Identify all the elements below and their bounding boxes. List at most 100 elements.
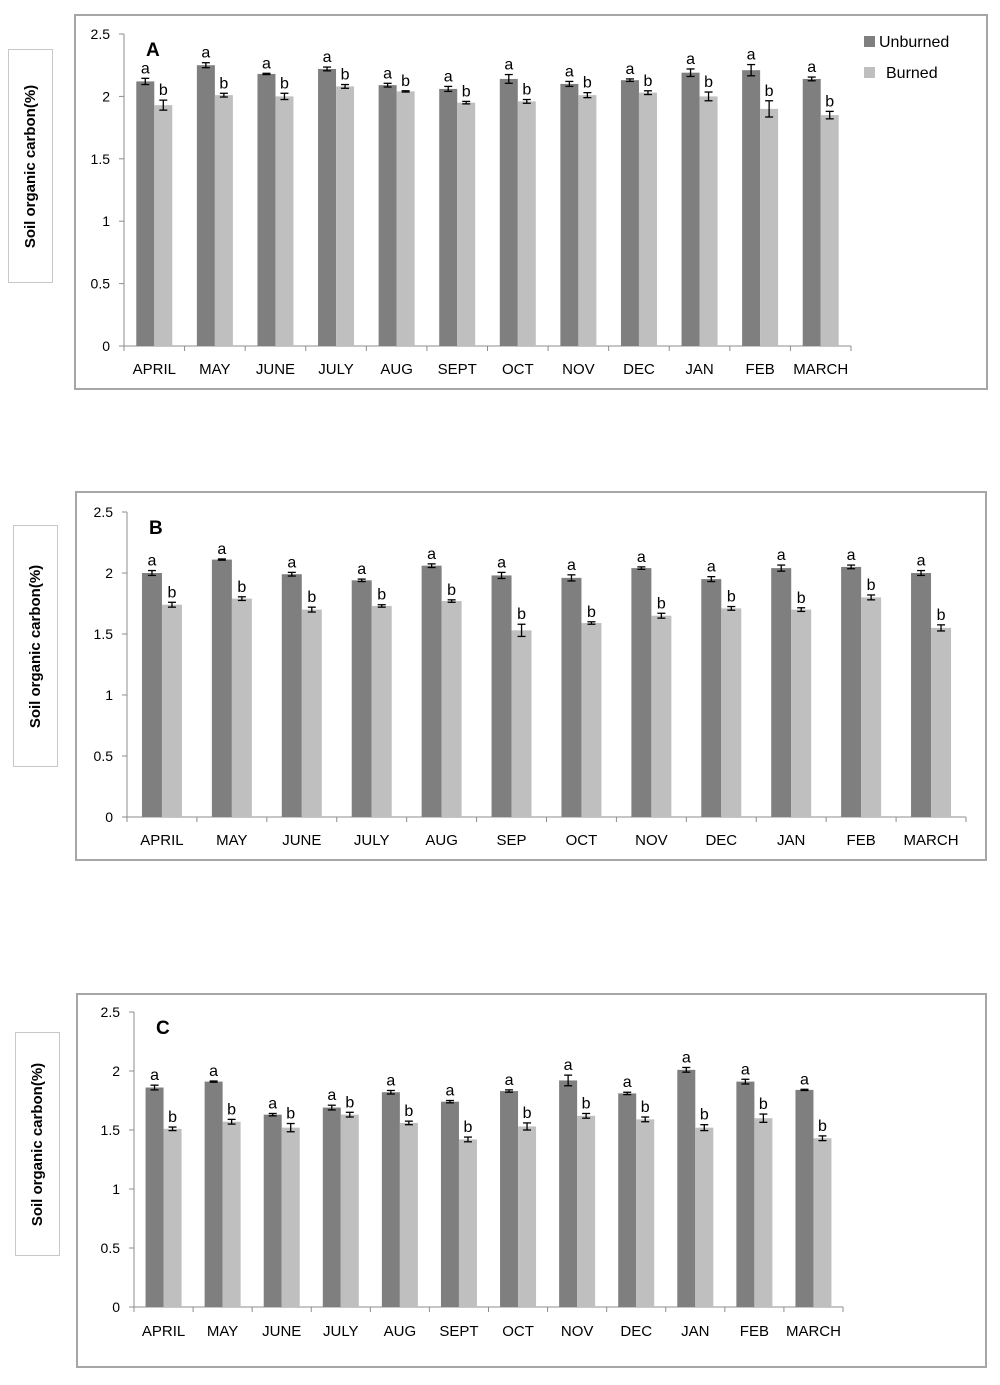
x-tick-label: MARCH xyxy=(786,1323,841,1340)
significance-letter: b xyxy=(219,75,228,92)
significance-letter: b xyxy=(700,1107,709,1124)
x-tick-label: SEP xyxy=(497,832,527,849)
significance-letter: a xyxy=(383,65,392,82)
bar-burned-oct xyxy=(517,101,536,346)
error-bar xyxy=(565,80,574,88)
bar-unburned-dec xyxy=(620,80,639,347)
x-tick-label: DEC xyxy=(705,832,737,849)
error-bar xyxy=(625,78,634,83)
x-tick-label: DEC xyxy=(620,1323,652,1340)
significance-letter: b xyxy=(447,582,456,599)
significance-letter: a xyxy=(917,553,926,570)
bar-unburned-sep xyxy=(491,575,512,817)
x-tick-label: AUG xyxy=(425,832,458,849)
error-bar xyxy=(327,1104,336,1111)
y-tick-label: 0 xyxy=(112,1299,120,1315)
error-bar xyxy=(700,1124,709,1132)
error-bar xyxy=(637,566,646,570)
x-tick-label: DEC xyxy=(623,361,655,378)
significance-letter: a xyxy=(268,1095,277,1112)
significance-letter: b xyxy=(307,589,316,606)
x-tick-label: JULY xyxy=(323,1323,359,1340)
significance-letter: b xyxy=(818,1118,827,1135)
significance-letter: b xyxy=(462,83,471,100)
significance-letter: b xyxy=(657,595,666,612)
significance-letter: a xyxy=(565,63,574,80)
bar-unburned-april xyxy=(136,81,155,346)
significance-letter: b xyxy=(404,1103,413,1120)
bar-burned-jan xyxy=(791,609,812,817)
significance-letter: a xyxy=(564,1057,573,1074)
significance-letter: a xyxy=(504,57,513,74)
error-bar xyxy=(643,90,652,96)
significance-letter: b xyxy=(644,73,653,90)
legend-swatch-burned xyxy=(864,67,875,78)
error-bar xyxy=(280,92,289,101)
bar-burned-jan xyxy=(699,96,718,347)
error-bar xyxy=(765,100,774,118)
error-bar xyxy=(268,1112,277,1117)
error-bar xyxy=(777,564,786,572)
significance-letter: a xyxy=(150,1067,159,1084)
error-bar xyxy=(704,91,713,102)
bar-burned-nov xyxy=(651,615,672,817)
significance-letter: a xyxy=(217,541,226,558)
bar-burned-aug xyxy=(399,1122,418,1307)
error-bar xyxy=(147,569,156,577)
error-bar xyxy=(847,564,856,570)
significance-letter: a xyxy=(141,60,150,77)
bar-unburned-may xyxy=(204,1081,223,1307)
bar-burned-april xyxy=(154,105,173,346)
y-tick-label: 1 xyxy=(102,213,110,229)
error-bar xyxy=(497,571,506,580)
significance-letter: b xyxy=(517,606,526,623)
panel-label: C xyxy=(156,1018,170,1039)
panel-label: B xyxy=(149,518,163,539)
error-bar xyxy=(167,601,176,608)
bar-unburned-oct xyxy=(500,1091,519,1307)
bar-unburned-june xyxy=(257,73,276,346)
significance-letter: b xyxy=(727,589,736,606)
x-tick-label: JULY xyxy=(354,832,390,849)
error-bar xyxy=(447,599,456,603)
bar-burned-jan xyxy=(695,1127,714,1307)
bar-unburned-march xyxy=(802,78,821,346)
error-bar xyxy=(818,1135,827,1142)
error-bar xyxy=(564,1074,573,1087)
significance-letter: b xyxy=(168,584,177,601)
x-tick-label: FEB xyxy=(740,1323,769,1340)
error-bar xyxy=(587,621,596,625)
error-bar xyxy=(937,624,946,632)
significance-letter: a xyxy=(446,1083,455,1100)
significance-letter: b xyxy=(587,604,596,621)
bar-unburned-feb xyxy=(736,1081,755,1307)
y-tick-label: 0 xyxy=(102,338,110,354)
error-bar xyxy=(404,1120,413,1126)
x-tick-label: MAY xyxy=(199,361,230,378)
x-tick-label: JUNE xyxy=(262,1323,301,1340)
bar-unburned-feb xyxy=(742,70,761,346)
error-bar xyxy=(623,1091,632,1096)
x-tick-label: MAY xyxy=(207,1323,238,1340)
x-tick-label: APRIL xyxy=(133,361,176,378)
bar-burned-march xyxy=(813,1138,832,1307)
bar-unburned-april xyxy=(145,1087,164,1307)
bar-unburned-aug xyxy=(378,85,397,346)
x-tick-label: MARCH xyxy=(793,361,848,378)
significance-letter: b xyxy=(345,1094,354,1111)
error-bar xyxy=(463,1136,472,1143)
y-tick-label: 0.5 xyxy=(94,748,114,764)
x-tick-label: JAN xyxy=(681,1323,709,1340)
error-bar xyxy=(741,1078,750,1085)
x-tick-label: JAN xyxy=(685,361,713,378)
significance-letter: b xyxy=(168,1109,177,1126)
error-bar xyxy=(427,563,436,569)
significance-letter: b xyxy=(522,82,531,99)
significance-letter: a xyxy=(741,1061,750,1078)
significance-letter: a xyxy=(444,68,453,85)
significance-letter: a xyxy=(626,61,635,78)
bar-burned-oct xyxy=(518,1126,537,1307)
